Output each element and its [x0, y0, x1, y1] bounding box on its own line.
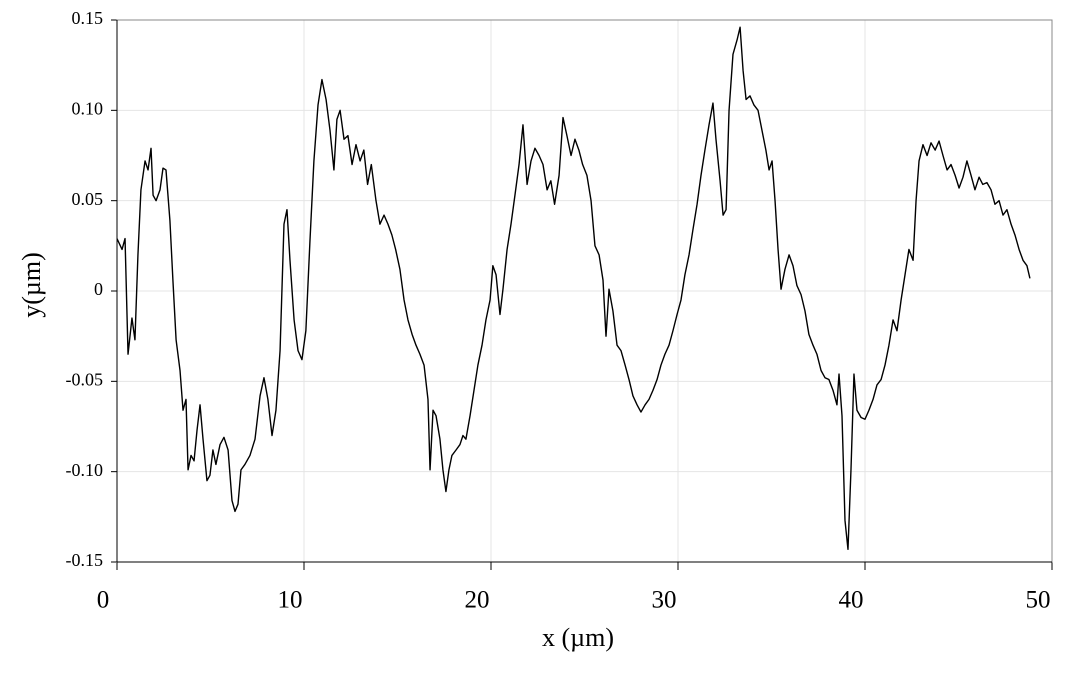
y-tick-label: -0.05 [66, 369, 104, 389]
y-tick-label: 0.05 [72, 189, 104, 209]
y-axis-label: y(µm) [17, 252, 46, 318]
x-tick-label: 50 [1026, 587, 1051, 614]
x-tick-label: 20 [465, 587, 490, 614]
x-tick-label: 10 [278, 587, 303, 614]
y-tick-label: -0.15 [66, 550, 104, 570]
x-tick-label: 40 [839, 587, 864, 614]
y-tick-label: 0 [94, 279, 103, 299]
y-tick-label: 0.15 [72, 8, 104, 28]
profile-line [116, 26, 1031, 551]
y-tick-label: -0.10 [66, 460, 104, 480]
x-axis-label: x (µm) [542, 623, 614, 652]
x-tick-label: 30 [652, 587, 677, 614]
y-tick-label: 0.10 [72, 98, 104, 118]
x-tick-label: 0 [97, 587, 110, 614]
